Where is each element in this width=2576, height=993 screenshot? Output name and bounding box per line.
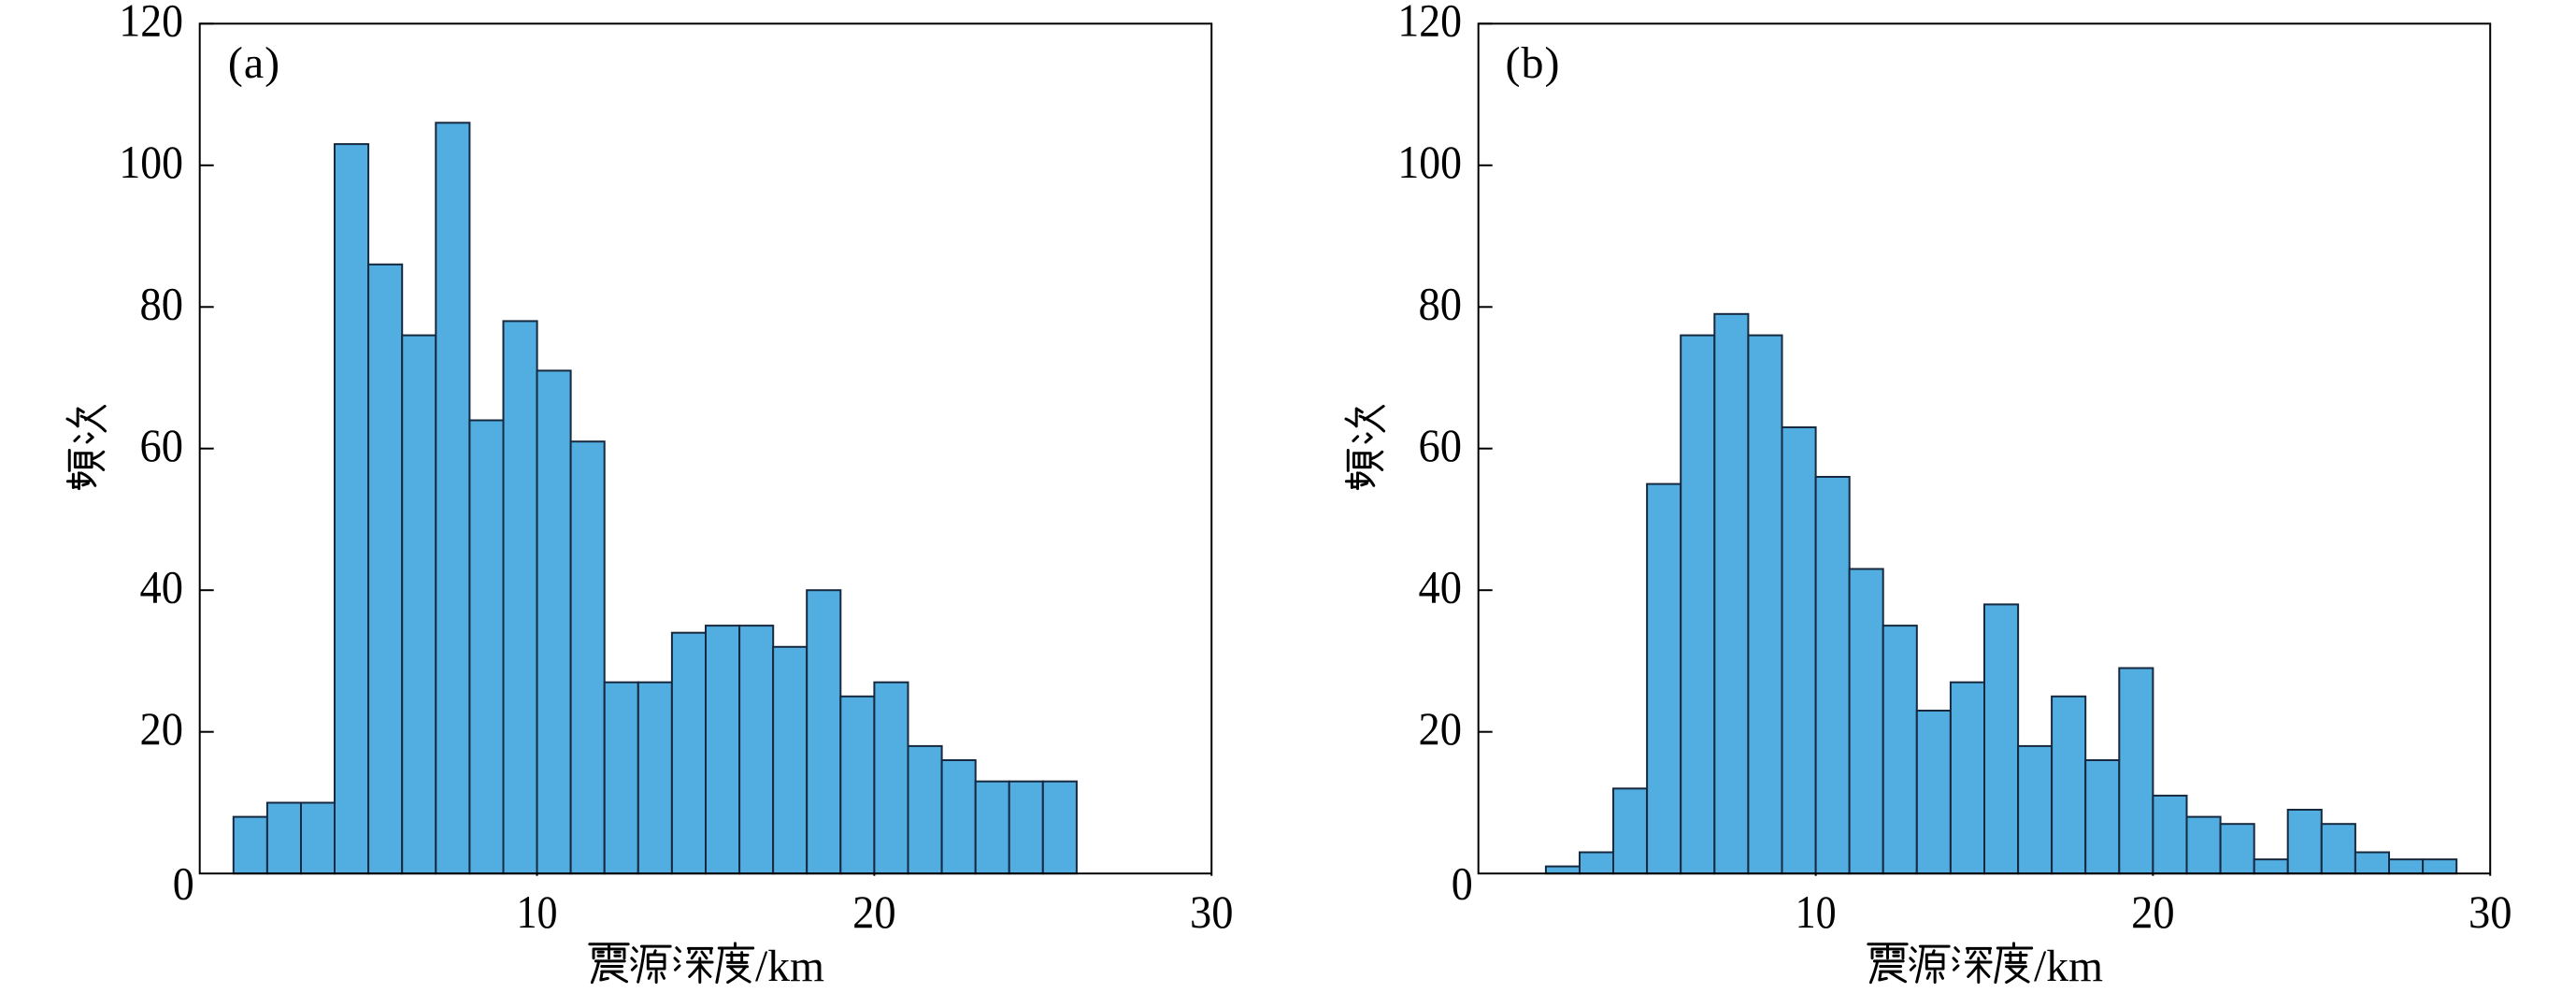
svg-text:0: 0: [1452, 857, 1473, 910]
svg-text:30: 30: [1190, 885, 1234, 938]
svg-text:40: 40: [140, 560, 184, 612]
svg-text:60: 60: [140, 419, 184, 471]
svg-text:10: 10: [517, 885, 558, 938]
svg-text:/km: /km: [2034, 942, 2103, 991]
svg-text:60: 60: [1419, 419, 1463, 471]
svg-text:20: 20: [140, 702, 184, 755]
svg-text:20: 20: [852, 885, 896, 938]
svg-text:80: 80: [140, 278, 184, 330]
svg-text:30: 30: [2469, 885, 2512, 938]
svg-text:120: 120: [119, 0, 183, 47]
svg-text:(b): (b): [1506, 38, 1561, 88]
svg-text:20: 20: [1419, 702, 1463, 755]
svg-text:80: 80: [1419, 278, 1463, 330]
svg-text:100: 100: [1397, 136, 1462, 188]
svg-text:0: 0: [173, 857, 194, 910]
svg-text:20: 20: [2131, 885, 2175, 938]
svg-text:100: 100: [119, 136, 183, 188]
svg-text:40: 40: [1419, 560, 1463, 612]
svg-text:10: 10: [1796, 885, 1837, 938]
svg-text:(a): (a): [228, 38, 280, 88]
svg-text:120: 120: [1397, 0, 1462, 47]
svg-text:/km: /km: [755, 942, 824, 991]
